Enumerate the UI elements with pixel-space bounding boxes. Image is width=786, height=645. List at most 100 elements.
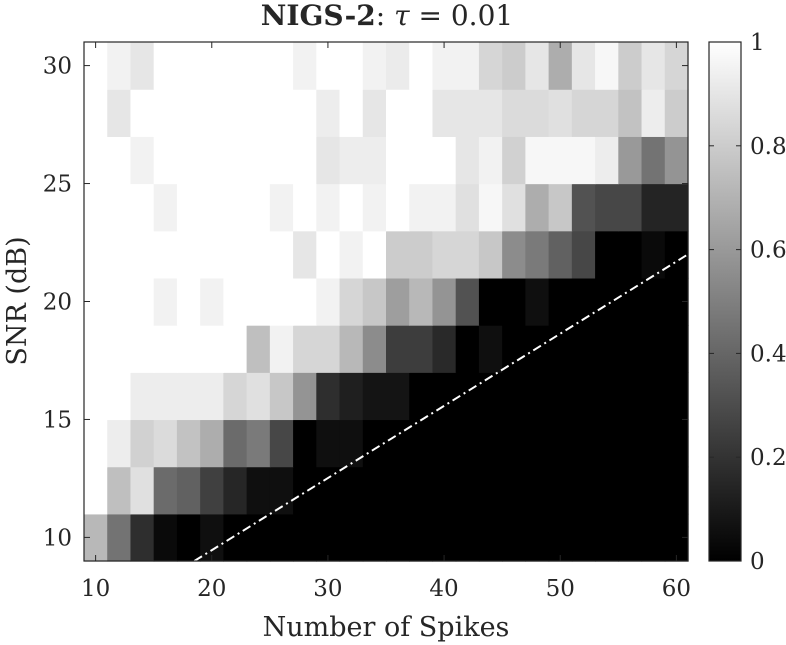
- heatmap-cell: [525, 42, 550, 90]
- heatmap-cell: [641, 419, 666, 468]
- heatmap-cell: [386, 466, 410, 515]
- heatmap-cell: [107, 466, 132, 515]
- heatmap-cell: [548, 42, 573, 90]
- heatmap-cell: [200, 325, 224, 373]
- heatmap-cell: [107, 325, 132, 373]
- heatmap-cell: [525, 183, 550, 232]
- heatmap-cell: [571, 183, 596, 232]
- heatmap-cell: [316, 136, 341, 185]
- heatmap-cell: [432, 513, 457, 562]
- x-tick-label: 50: [546, 576, 575, 602]
- colorbar-tick-label: 1: [750, 30, 765, 56]
- heatmap-cell: [432, 230, 457, 279]
- heatmap-cell: [153, 42, 178, 90]
- heatmap-cell: [478, 325, 503, 373]
- x-axis-ticks: 10 20 30 40 50 60: [81, 42, 691, 602]
- heatmap-cell: [107, 42, 132, 90]
- heatmap-cell: [200, 419, 224, 468]
- heatmap-cell: [153, 183, 178, 232]
- heatmap-cell: [223, 513, 248, 562]
- heatmap-cell: [362, 89, 387, 137]
- heatmap-cell: [455, 136, 480, 185]
- heatmap-cell: [641, 42, 666, 90]
- heatmap-cell: [84, 277, 108, 326]
- y-tick-label: 30: [43, 54, 72, 80]
- heatmap-cell: [664, 136, 689, 185]
- heatmap-cell: [176, 277, 201, 326]
- heatmap-cell: [200, 136, 224, 185]
- heatmap-cell: [293, 513, 317, 562]
- heatmap-cell: [130, 277, 155, 326]
- heatmap-cell: [432, 419, 457, 468]
- heatmap-cell: [409, 42, 434, 90]
- heatmap-cell: [223, 183, 248, 232]
- heatmap-cell: [386, 419, 410, 468]
- heatmap-cell: [246, 183, 271, 232]
- chart-title-param: τ: [394, 0, 410, 32]
- heatmap-cell: [130, 136, 155, 185]
- heatmap-cell: [432, 466, 457, 515]
- heatmap-cell: [293, 42, 317, 90]
- heatmap-cell: [595, 230, 619, 279]
- heatmap-cell: [246, 136, 271, 185]
- heatmap-cell: [107, 277, 132, 326]
- heatmap-cell: [153, 136, 178, 185]
- heatmap-cell: [502, 230, 526, 279]
- colorbar-tick-label: 0.6: [750, 238, 786, 264]
- heatmap-cell: [269, 325, 294, 373]
- heatmap-cell: [409, 89, 434, 137]
- heatmap-cell: [525, 372, 550, 421]
- colorbar-tick-label: 0.4: [750, 341, 786, 367]
- heatmap-cell: [107, 136, 132, 185]
- heatmap-cell: [107, 513, 132, 562]
- x-tick-label: 30: [313, 576, 342, 602]
- heatmap-cell: [571, 277, 596, 326]
- heatmap-cell: [525, 513, 550, 562]
- heatmap-cell: [618, 277, 643, 326]
- colorbar-tick-label: 0: [750, 549, 765, 575]
- heatmap-cell: [362, 183, 387, 232]
- heatmap-cell: [269, 136, 294, 185]
- colorbar-ticks: 0 0.2 0.4 0.6 0.8 1: [709, 30, 786, 575]
- heatmap-cell: [455, 89, 480, 137]
- heatmap-cell: [153, 325, 178, 373]
- heatmap-cell: [130, 42, 155, 90]
- heatmap-cell: [386, 136, 410, 185]
- heatmap-cell: [107, 372, 132, 421]
- heatmap-cell: [386, 42, 410, 90]
- heatmap-cell: [269, 466, 294, 515]
- heatmap-cell: [502, 136, 526, 185]
- heatmap-cell: [316, 230, 341, 279]
- heatmap-cell: [548, 89, 573, 137]
- heatmap-cell: [502, 183, 526, 232]
- heatmap-cell: [409, 325, 434, 373]
- heatmap-cell: [571, 466, 596, 515]
- heatmap-cell: [293, 325, 317, 373]
- heatmap-cell: [200, 372, 224, 421]
- heatmap-cell: [641, 89, 666, 137]
- heatmap-cell: [432, 372, 457, 421]
- heatmap-cell: [362, 325, 387, 373]
- heatmap-cell: [223, 325, 248, 373]
- heatmap-cell: [618, 513, 643, 562]
- x-tick-label: 20: [197, 576, 226, 602]
- heatmap-cell: [269, 513, 294, 562]
- heatmap-cell: [153, 277, 178, 326]
- heatmap-cell: [316, 42, 341, 90]
- chart-title-eq: = 0.01: [410, 0, 514, 32]
- heatmap-cell: [176, 89, 201, 137]
- colorbar: [708, 41, 742, 562]
- heatmap-cell: [293, 419, 317, 468]
- heatmap-cell: [316, 277, 341, 326]
- heatmap-cell: [571, 89, 596, 137]
- heatmap-cell: [595, 419, 619, 468]
- heatmap-cell: [339, 466, 364, 515]
- heatmap-cell: [432, 277, 457, 326]
- colorbar-tick-label: 0.2: [750, 445, 786, 471]
- heatmap-cell: [362, 277, 387, 326]
- heatmap-cell: [223, 42, 248, 90]
- heatmap-cell: [246, 230, 271, 279]
- heatmap-cell: [153, 466, 178, 515]
- y-tick-label: 20: [43, 290, 72, 316]
- heatmap-cell: [200, 42, 224, 90]
